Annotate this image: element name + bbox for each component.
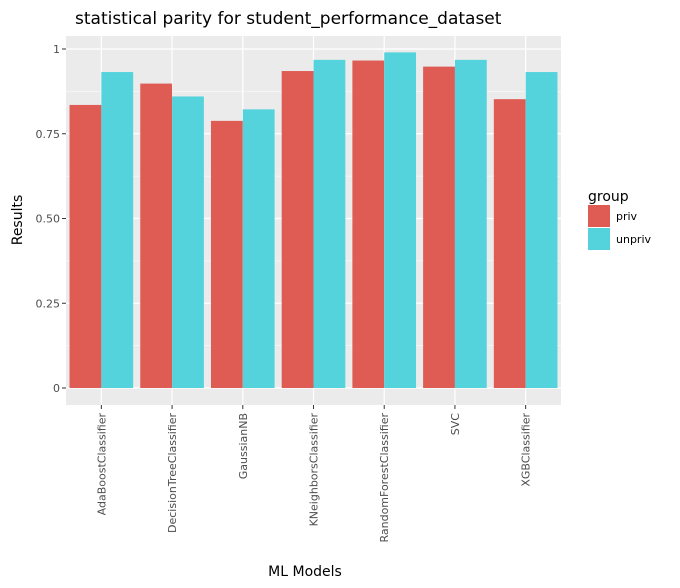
chart-title: statistical parity for student_performan… bbox=[75, 9, 502, 29]
bar-priv-KNeighborsClassifier bbox=[281, 71, 314, 388]
legend-label-priv: priv bbox=[616, 210, 638, 223]
y-tick-label: 0.25 bbox=[36, 297, 61, 310]
legend-key-unpriv bbox=[588, 228, 610, 250]
bar-unpriv-XGBClassifier bbox=[525, 72, 558, 388]
bar-unpriv-RandomForestClassifier bbox=[384, 52, 417, 388]
bar-priv-AdaBoostClassifier bbox=[69, 104, 102, 388]
legend-title: group bbox=[588, 189, 629, 205]
bar-priv-GaussianNB bbox=[210, 120, 243, 389]
bar-unpriv-SVC bbox=[454, 59, 487, 389]
x-axis-ticks: AdaBoostClassifier DecisionTreeClassifier… bbox=[95, 405, 533, 543]
y-tick-label: 0 bbox=[53, 382, 60, 395]
bar-unpriv-AdaBoostClassifier bbox=[101, 72, 134, 388]
bars bbox=[69, 52, 558, 389]
bar-priv-XGBClassifier bbox=[493, 99, 526, 388]
bar-unpriv-GaussianNB bbox=[242, 109, 275, 388]
x-tick-label: RandomForestClassifier bbox=[378, 413, 391, 543]
x-axis-title: ML Models bbox=[268, 564, 342, 580]
x-tick-label: DecisionTreeClassifier bbox=[166, 413, 179, 533]
x-tick-label: XGBClassifier bbox=[520, 413, 533, 487]
bar-priv-SVC bbox=[423, 66, 455, 389]
y-tick-label: 0.75 bbox=[36, 128, 61, 141]
y-axis-title: Results bbox=[10, 195, 26, 246]
bar-unpriv-KNeighborsClassifier bbox=[313, 59, 346, 389]
legend-key-priv bbox=[588, 205, 610, 227]
y-tick-label: 1 bbox=[53, 43, 60, 56]
x-tick-label: GaussianNB bbox=[237, 413, 250, 479]
legend-label-unpriv: unpriv bbox=[616, 233, 652, 246]
bar-priv-DecisionTreeClassifier bbox=[140, 83, 173, 388]
y-axis-ticks: 0 0.25 0.50 0.75 1 bbox=[36, 43, 66, 395]
x-tick-label: KNeighborsClassifier bbox=[308, 413, 321, 527]
y-tick-label: 0.50 bbox=[36, 213, 61, 226]
x-tick-label: SVC bbox=[449, 413, 462, 436]
bar-priv-RandomForestClassifier bbox=[352, 60, 385, 388]
legend: group priv unpriv bbox=[588, 189, 652, 250]
x-tick-label: AdaBoostClassifier bbox=[95, 413, 108, 516]
bar-unpriv-DecisionTreeClassifier bbox=[172, 96, 204, 389]
